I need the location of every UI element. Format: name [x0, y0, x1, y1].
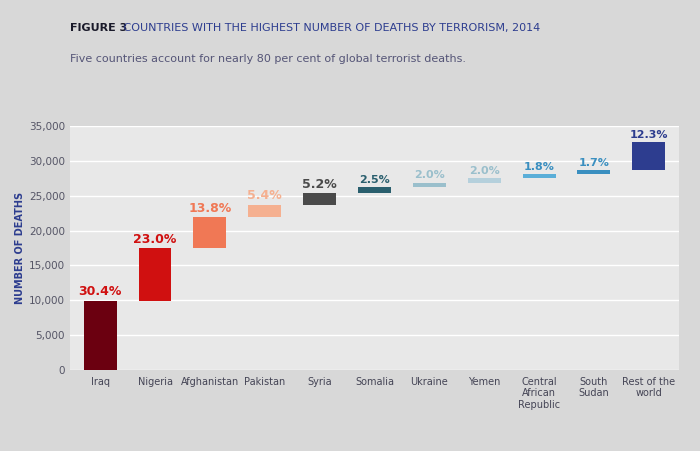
Bar: [303, 193, 336, 205]
Bar: [139, 249, 172, 301]
Text: 23.0%: 23.0%: [134, 233, 176, 246]
Bar: [468, 178, 500, 183]
Bar: [578, 170, 610, 174]
Y-axis label: NUMBER OF DEATHS: NUMBER OF DEATHS: [15, 192, 24, 304]
Bar: [523, 174, 556, 178]
Text: 30.4%: 30.4%: [78, 285, 122, 298]
Text: Five countries account for nearly 80 per cent of global terrorist deaths.: Five countries account for nearly 80 per…: [70, 54, 466, 64]
Text: FIGURE 3: FIGURE 3: [70, 23, 127, 32]
Text: COUNTRIES WITH THE HIGHEST NUMBER OF DEATHS BY TERRORISM, 2014: COUNTRIES WITH THE HIGHEST NUMBER OF DEA…: [120, 23, 540, 32]
Text: 13.8%: 13.8%: [188, 202, 232, 215]
Text: 5.2%: 5.2%: [302, 178, 337, 191]
Text: 2.0%: 2.0%: [469, 166, 500, 176]
Text: 5.4%: 5.4%: [247, 189, 282, 202]
Text: 12.3%: 12.3%: [629, 130, 668, 140]
Bar: [413, 183, 446, 187]
Bar: [84, 301, 117, 370]
Bar: [632, 143, 665, 170]
Bar: [358, 187, 391, 193]
Text: 1.8%: 1.8%: [524, 162, 554, 172]
Bar: [193, 217, 226, 249]
Text: 2.5%: 2.5%: [359, 175, 390, 185]
Text: 1.7%: 1.7%: [578, 158, 610, 168]
Bar: [248, 205, 281, 217]
Text: 2.0%: 2.0%: [414, 170, 444, 180]
